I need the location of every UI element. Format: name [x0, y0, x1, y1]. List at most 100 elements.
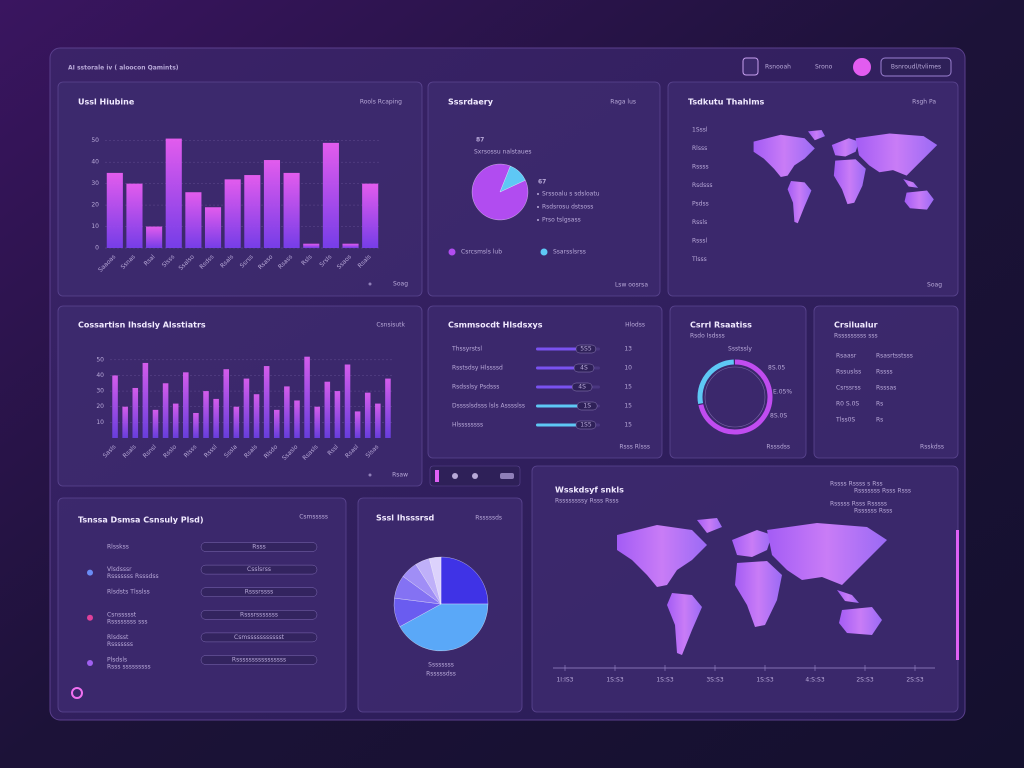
row-name: Rlsdsst: [107, 634, 129, 641]
stat-label: Sxrsossu nalstaues: [474, 149, 532, 156]
progress-tag-bg: [576, 401, 598, 411]
donut-arc: [698, 359, 773, 435]
map-axis-label: 4:S:S3: [805, 677, 824, 684]
row-count: 13: [624, 346, 632, 353]
panel: [57, 497, 347, 713]
toolbar-icon[interactable]: [500, 473, 514, 479]
row-name: Rlsskss: [107, 544, 129, 551]
row-tag: Rssssssssssssssss: [232, 657, 286, 664]
chart-title: Sssrdaery: [448, 98, 494, 107]
header-button[interactable]: [880, 57, 952, 77]
panel: [427, 81, 661, 297]
avatar[interactable]: [853, 58, 871, 76]
progress-fill: [536, 423, 586, 427]
nav-link[interactable]: Rsnooah: [765, 64, 791, 71]
y-tick-label: 20: [91, 202, 99, 209]
panel: [669, 305, 807, 459]
header-icon[interactable]: [742, 57, 759, 76]
map-note: Rsssss Rsss Rsssss: [830, 501, 887, 508]
map-note: Rssssss Rsss: [854, 508, 892, 515]
note-bullet: [537, 219, 539, 221]
donut-label: Ssstssly: [728, 346, 752, 353]
toolbar-icon[interactable]: [452, 473, 458, 479]
list-icon[interactable]: [71, 687, 83, 699]
progress-tag-bg: [573, 363, 595, 373]
row-tag-bg[interactable]: [200, 655, 318, 665]
panel-subtitle: Rssssssssy Rsss Rsss: [555, 498, 619, 505]
region-label: Rlsss: [692, 145, 707, 152]
progress-fill: [536, 404, 588, 408]
row-count: 10: [624, 365, 632, 372]
y-tick-label: 30: [91, 180, 99, 187]
region-label: 1Sssl: [692, 127, 708, 134]
row-tag: Rsssrsssssss: [240, 611, 278, 618]
bar: [122, 406, 128, 438]
pie-slice: [499, 165, 526, 193]
footer-dot: [368, 282, 372, 286]
panel: [667, 81, 959, 297]
bar: [224, 179, 241, 248]
region-label: Psdss: [692, 201, 709, 208]
legend-swatch: [540, 248, 548, 256]
row-tag-bg[interactable]: [200, 610, 318, 620]
row-tag-bg[interactable]: [200, 564, 318, 575]
bar: [324, 381, 331, 438]
y-tick-label: 10: [96, 419, 104, 426]
y-tick-label: 50: [96, 356, 104, 363]
table-cell: Csrssrss: [836, 385, 861, 392]
table-cell: Rsssas: [876, 385, 896, 392]
row-tag: Rsssrssss: [245, 589, 274, 596]
map-axis-label: 1S:S3: [606, 677, 623, 684]
toolbar-icon[interactable]: [472, 473, 478, 479]
bar: [322, 142, 339, 248]
region-label: Rssls: [692, 219, 707, 226]
panel-title: Wsskdsyf snkls: [555, 486, 624, 495]
bar: [152, 409, 159, 438]
panel-footer: Soag: [927, 282, 942, 289]
progress-tag: 1S5: [580, 422, 592, 429]
chart-subtitle: Rsdo Isdsss: [690, 333, 725, 340]
bar: [284, 386, 290, 438]
chart-subtitle: Csnsisutk: [376, 322, 405, 329]
row-count: 15: [624, 422, 632, 429]
chart-footer: Rsss Rlsss: [619, 444, 650, 451]
bar: [233, 406, 240, 438]
toolbar-icon[interactable]: [435, 470, 439, 482]
row-label: Dsssslsdsss lsls Asssslss: [452, 403, 525, 410]
legend-label: Ssarsslsrss: [553, 249, 586, 256]
map-axis-label: 1S:S3: [656, 677, 673, 684]
row-tag-bg[interactable]: [200, 542, 318, 552]
note-bullet: [537, 206, 539, 208]
row-tag: Csmssssssssssst: [234, 634, 285, 641]
row-count: 15: [624, 403, 632, 410]
bar: [334, 391, 341, 438]
row-icon: [87, 660, 93, 666]
chart-title: Ussl Hiubine: [78, 98, 135, 107]
panel-subtitle: Rsgh Pa: [912, 99, 936, 106]
panel-footer: Rsskdss: [920, 444, 944, 451]
region-label: Tlsss: [691, 256, 707, 263]
bar: [112, 375, 118, 438]
nav-link[interactable]: Srono: [815, 64, 833, 71]
legend-label: Csrcsmsls lub: [461, 249, 502, 256]
row-tag-bg[interactable]: [200, 632, 318, 643]
panel: [813, 305, 959, 459]
chart-footer: Lsw oosrsa: [615, 282, 648, 289]
region-label: Rsdsss: [692, 182, 712, 189]
table-cell: Rsasrtsstsss: [876, 353, 913, 360]
donut-note: 8S.0S: [770, 413, 787, 420]
progress-tag: 4S: [580, 365, 588, 372]
bar: [303, 243, 320, 248]
panel-title: Tsnssa Dsmsa Csnsuly Plsd): [78, 516, 204, 525]
chart-subtitle: Hlodss: [625, 322, 645, 329]
legend-swatch: [448, 248, 456, 256]
bar: [342, 243, 359, 248]
bar: [375, 403, 381, 438]
row-label: Rsdsslsy Psdsss: [452, 384, 499, 391]
row-tag-bg[interactable]: [200, 587, 318, 597]
y-tick-label: 40: [91, 159, 99, 166]
chart-subtitle: Rsssssds: [475, 515, 502, 522]
table-cell: Rssuslss: [836, 369, 861, 376]
chart-footer: Rsaw: [392, 472, 408, 479]
